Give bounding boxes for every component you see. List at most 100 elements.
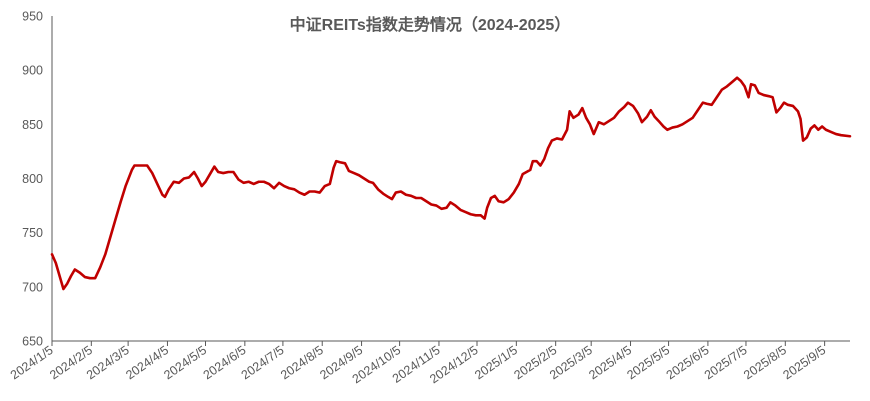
data-point: [178, 182, 181, 185]
data-point: [217, 171, 220, 174]
data-point: [566, 128, 569, 131]
data-point: [268, 183, 271, 186]
y-tick-label: 950: [22, 10, 43, 24]
data-point: [377, 188, 380, 191]
data-point: [726, 85, 729, 88]
data-point: [849, 135, 852, 138]
data-point: [197, 177, 200, 180]
data-point: [382, 192, 385, 195]
x-tick-label: 2025/4/5: [586, 343, 634, 382]
data-point: [686, 120, 689, 123]
data-point: [257, 180, 260, 183]
data-point: [483, 217, 486, 220]
data-point: [825, 128, 828, 131]
data-point: [486, 206, 489, 209]
data-point: [754, 84, 757, 87]
data-point: [705, 102, 708, 105]
x-tick-label: 2024/1/5: [8, 343, 56, 382]
data-point: [572, 117, 575, 120]
x-tick-label: 2024/7/5: [239, 343, 287, 382]
data-point: [368, 180, 371, 183]
data-point: [809, 127, 812, 130]
data-point: [543, 158, 546, 161]
data-point: [603, 123, 606, 126]
data-point: [589, 123, 592, 126]
data-point: [757, 92, 760, 95]
data-point: [710, 104, 713, 107]
data-point: [415, 197, 418, 200]
data-point: [740, 80, 743, 83]
data-point: [303, 193, 306, 196]
data-point: [497, 200, 500, 203]
series-layer: [50, 76, 852, 291]
data-point: [161, 193, 164, 196]
data-point: [840, 134, 843, 137]
data-point: [348, 170, 351, 173]
data-point: [532, 160, 535, 163]
data-point: [783, 101, 786, 104]
data-point: [518, 183, 521, 186]
data-point: [608, 120, 611, 123]
series-line: [50, 76, 852, 291]
y-tick-label: 850: [22, 118, 43, 132]
data-point: [188, 176, 191, 179]
data-point: [490, 197, 493, 200]
data-point: [293, 188, 296, 191]
data-point: [551, 139, 554, 142]
data-point: [278, 182, 281, 185]
data-point: [387, 196, 390, 199]
data-point: [70, 275, 73, 278]
data-point: [821, 125, 824, 128]
data-point: [650, 109, 653, 112]
data-point: [99, 266, 102, 269]
data-point: [658, 121, 661, 124]
data-point: [339, 161, 342, 164]
data-point: [200, 185, 203, 188]
data-point: [666, 128, 669, 131]
data-point: [715, 96, 718, 99]
x-tick-label: 2025/1/5: [472, 343, 520, 382]
data-point: [547, 147, 550, 150]
x-tick-label: 2025/7/5: [702, 343, 750, 382]
data-point: [167, 188, 170, 191]
data-point: [449, 201, 452, 204]
data-point: [581, 107, 584, 110]
data-point: [232, 171, 235, 174]
x-tick-label: 2025/9/5: [780, 343, 828, 382]
data-point: [209, 172, 212, 175]
data-point: [474, 214, 477, 217]
data-point: [308, 190, 311, 193]
data-point: [435, 204, 438, 207]
data-point: [420, 197, 423, 200]
data-point: [84, 276, 87, 279]
data-point: [318, 191, 321, 194]
data-point: [425, 200, 428, 203]
data-point: [585, 117, 588, 120]
data-point: [372, 182, 375, 185]
data-point: [222, 172, 225, 175]
data-point: [151, 172, 154, 175]
data-point: [641, 121, 644, 124]
data-point: [363, 177, 366, 180]
data-point: [283, 185, 286, 188]
data-point: [410, 195, 413, 198]
data-point: [750, 83, 753, 86]
data-point: [792, 105, 795, 108]
data-point: [525, 171, 528, 174]
data-point: [89, 277, 92, 280]
data-point: [556, 137, 559, 140]
data-point: [263, 180, 266, 183]
x-tick-label: 2024/5/5: [161, 343, 209, 382]
data-point: [731, 81, 734, 84]
data-point: [627, 101, 630, 104]
x-tick-label: 2024/8/5: [278, 343, 326, 382]
y-tick-label: 750: [22, 226, 43, 240]
data-point: [806, 136, 809, 139]
data-point: [747, 96, 750, 99]
data-point: [164, 196, 167, 199]
data-point: [298, 191, 301, 194]
data-point: [721, 88, 724, 91]
data-point: [313, 190, 316, 193]
data-point: [323, 185, 326, 188]
